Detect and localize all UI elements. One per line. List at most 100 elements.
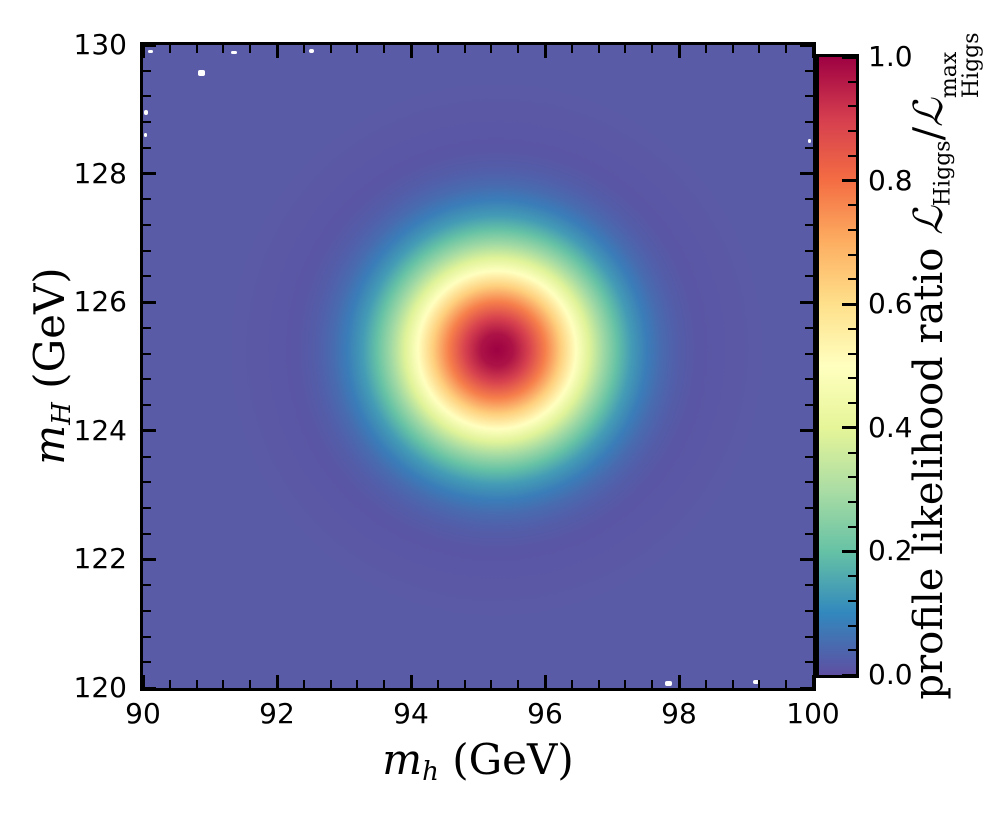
y-major-tick	[143, 300, 156, 304]
y-minor-tick	[805, 404, 813, 407]
y-minor-tick	[143, 326, 151, 329]
x-minor-tick	[651, 45, 654, 53]
colorbar-tick-label: 0.2	[868, 534, 913, 568]
colorbar-minor-tick	[848, 451, 856, 454]
x-tick-label: 90	[125, 697, 161, 730]
y-minor-tick	[805, 69, 813, 72]
y-axis-label: mH (GeV)	[25, 267, 77, 464]
x-axis-label: mh (GeV)	[382, 739, 573, 785]
y-minor-tick	[805, 506, 813, 509]
y-minor-tick	[143, 506, 151, 509]
colorbar-label-text: profile likelihood ratio	[905, 234, 952, 700]
missing-data-speck	[808, 139, 811, 143]
y-minor-tick	[805, 532, 813, 535]
y-major-tick	[800, 429, 813, 433]
y-tick-label: 128	[73, 156, 127, 190]
x-minor-tick	[731, 45, 734, 53]
x-minor-tick	[356, 680, 359, 688]
x-minor-tick	[731, 680, 734, 688]
x-minor-tick	[785, 45, 788, 53]
y-minor-tick	[143, 224, 151, 227]
colorbar-major-tick	[842, 302, 856, 306]
x-minor-tick	[168, 45, 171, 53]
x-minor-tick	[249, 680, 252, 688]
y-tick-label: 120	[73, 671, 127, 704]
colorbar-tick-label: 0.0	[868, 658, 913, 691]
y-minor-tick	[143, 249, 151, 252]
y-minor-tick	[143, 378, 151, 381]
y-major-tick	[143, 557, 156, 561]
y-minor-tick	[143, 275, 151, 278]
colorbar-minor-tick	[848, 154, 856, 157]
y-minor-tick	[805, 455, 813, 458]
x-minor-tick	[463, 680, 466, 688]
colorbar-minor-tick	[848, 377, 856, 380]
x-minor-tick	[597, 45, 600, 53]
y-label-unit: (GeV)	[25, 267, 75, 403]
colorbar-minor-tick	[848, 500, 856, 503]
x-major-tick	[275, 45, 279, 58]
missing-data-speck	[665, 681, 672, 686]
x-label-variable: m	[382, 735, 423, 785]
colorbar-minor-tick	[848, 352, 856, 355]
missing-data-speck	[148, 50, 153, 53]
y-minor-tick	[805, 224, 813, 227]
x-minor-tick	[517, 680, 520, 688]
x-minor-tick	[651, 680, 654, 688]
colorbar-minor-tick	[848, 130, 856, 133]
script-L-symbol: ℒ	[905, 98, 952, 127]
colorbar-label-supsub-stack: max Higgs	[936, 32, 983, 98]
x-minor-tick	[356, 45, 359, 53]
colorbar-minor-tick	[848, 204, 856, 207]
y-minor-tick	[143, 532, 151, 535]
script-L-symbol: ℒ	[905, 206, 952, 235]
y-minor-tick	[805, 326, 813, 329]
y-minor-tick	[805, 584, 813, 587]
x-minor-tick	[704, 680, 707, 688]
colorbar-minor-tick	[848, 599, 856, 602]
y-major-tick	[143, 686, 156, 688]
y-tick-label: 124	[73, 413, 127, 447]
y-minor-tick	[143, 584, 151, 587]
x-major-tick	[143, 675, 145, 688]
x-minor-tick	[222, 680, 225, 688]
y-minor-tick	[805, 635, 813, 638]
x-minor-tick	[329, 45, 332, 53]
x-minor-tick	[758, 45, 761, 53]
y-minor-tick	[143, 352, 151, 355]
x-minor-tick	[597, 680, 600, 688]
x-tick-label: 100	[786, 697, 840, 730]
y-minor-tick	[143, 455, 151, 458]
colorbar-minor-tick	[848, 80, 856, 83]
x-minor-tick	[490, 680, 493, 688]
x-minor-tick	[785, 680, 788, 688]
y-minor-tick	[143, 121, 151, 124]
y-tick-label: 122	[73, 542, 127, 576]
y-tick-label: 130	[73, 28, 127, 61]
y-minor-tick	[805, 249, 813, 252]
y-minor-tick	[143, 481, 151, 484]
missing-data-speck	[144, 133, 147, 137]
y-minor-tick	[143, 95, 151, 98]
x-major-tick	[409, 45, 413, 58]
colorbar-minor-tick	[848, 278, 856, 281]
missing-data-speck	[144, 110, 148, 115]
x-label-unit: (GeV)	[438, 735, 574, 785]
x-tick-label: 94	[393, 697, 429, 730]
x-major-tick	[543, 675, 547, 688]
colorbar-tick-label: 0.6	[868, 287, 913, 321]
x-minor-tick	[436, 45, 439, 53]
y-minor-tick	[143, 609, 151, 612]
x-minor-tick	[463, 45, 466, 53]
x-minor-tick	[570, 45, 573, 53]
y-label-subscript: H	[46, 402, 77, 425]
x-minor-tick	[222, 45, 225, 53]
x-minor-tick	[168, 680, 171, 688]
y-minor-tick	[805, 661, 813, 664]
missing-data-speck	[231, 51, 237, 54]
x-minor-tick	[490, 45, 493, 53]
colorbar-minor-tick	[848, 229, 856, 232]
colorbar-tick-label: 1.0	[868, 40, 913, 73]
x-minor-tick	[624, 45, 627, 53]
x-tick-label: 92	[259, 697, 295, 730]
